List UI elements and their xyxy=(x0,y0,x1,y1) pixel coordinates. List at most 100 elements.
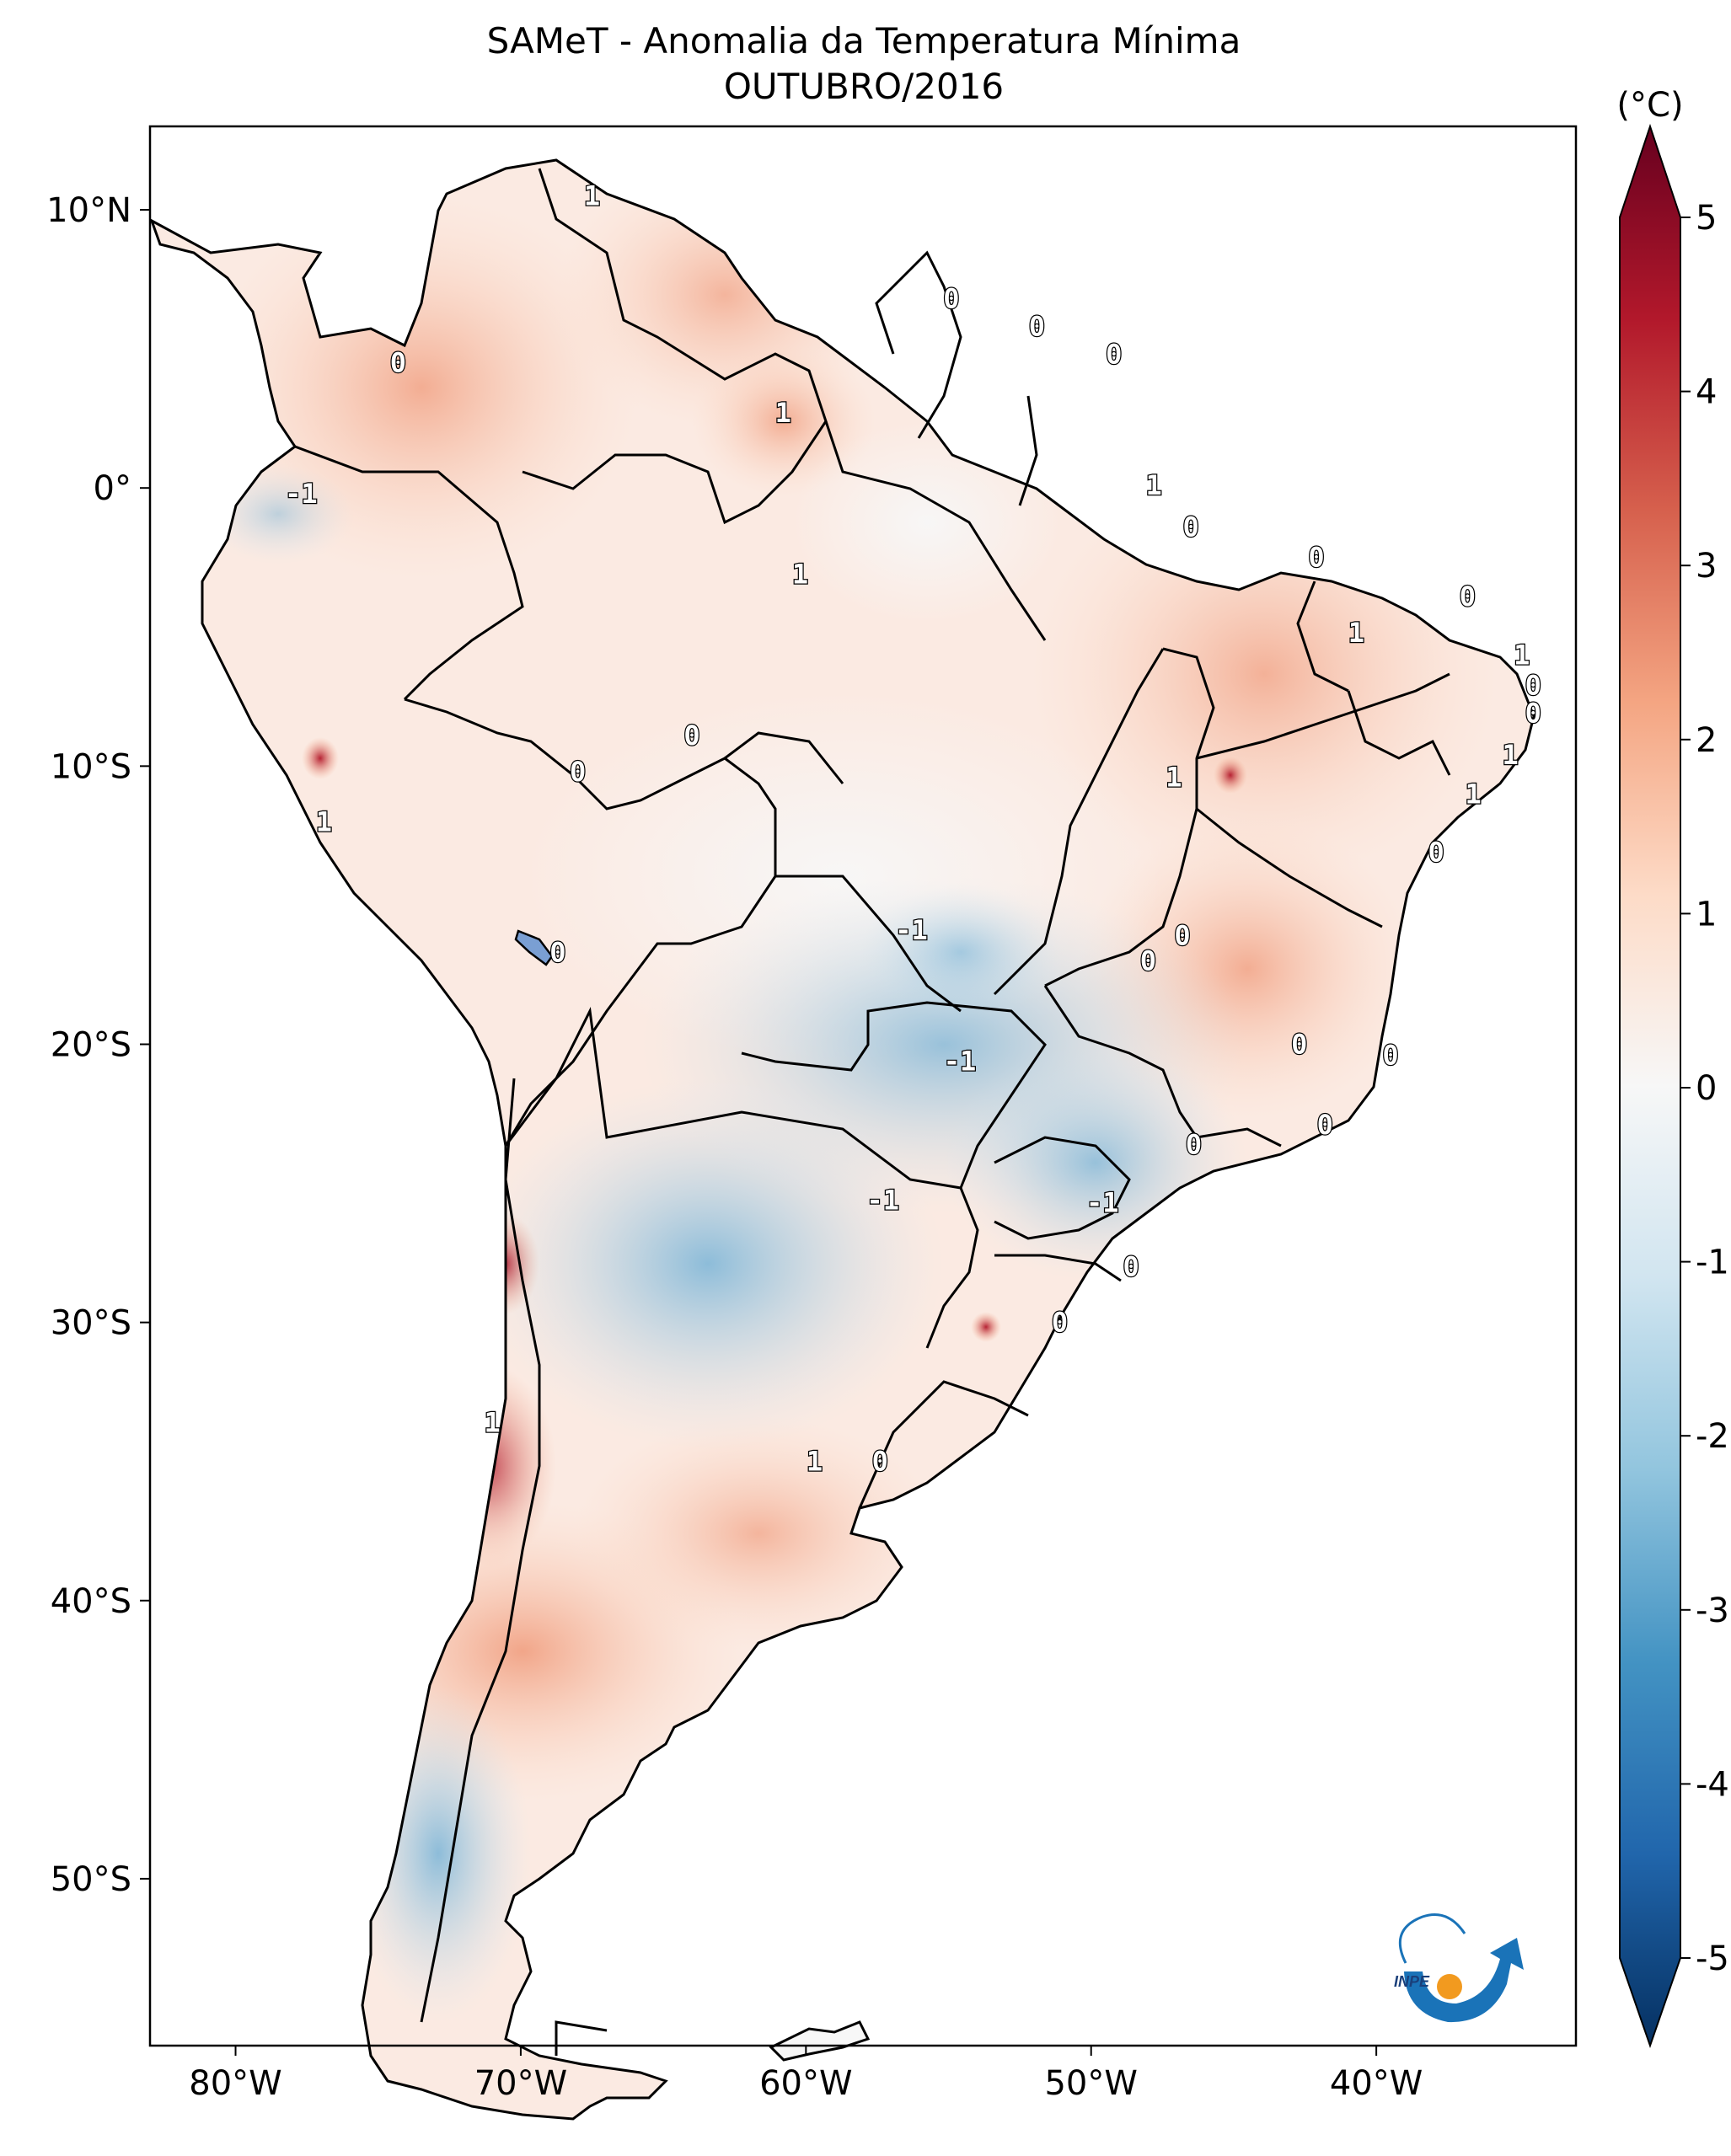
contour-label: 1 xyxy=(584,180,600,212)
y-axis: 10°N 0° 10°S 20°S 30°S 40°S 50°S xyxy=(46,191,150,1899)
contour-label: 1 xyxy=(1146,469,1162,501)
border-piaui-ceara xyxy=(1296,580,1349,693)
logo-swoosh xyxy=(1404,1938,1524,2023)
cool-anomaly-bolivia-east xyxy=(860,885,1062,1019)
contour-label: 0 xyxy=(1183,511,1199,543)
logo-text: INPE xyxy=(1394,1973,1430,1990)
border-chile-argentina xyxy=(420,1078,541,2023)
contour-label: 1 xyxy=(316,805,332,837)
contour-label: 1 xyxy=(807,1446,823,1478)
colorbar-ticks: 5 4 3 2 1 0 -1 -2 -3 -4 -5 xyxy=(1680,199,1729,1978)
border-colombia-south xyxy=(294,445,524,701)
hot-spot-rio-grande xyxy=(971,1312,1001,1342)
colorbar-tick-label: 3 xyxy=(1696,547,1717,586)
y-tick-label: 30°S xyxy=(51,1304,131,1343)
y-tick-label: 20°S xyxy=(51,1025,131,1064)
contour-label: 0 xyxy=(683,720,699,752)
x-tick-label: 70°W xyxy=(474,2064,567,2103)
warm-anomaly-pampas xyxy=(573,1415,944,1651)
lake-titicaca xyxy=(514,929,554,966)
border-acre xyxy=(724,731,844,784)
colorbar-tick-label: 0 xyxy=(1696,1069,1717,1108)
x-tick-label: 40°W xyxy=(1330,2064,1423,2103)
logo-sun-dot xyxy=(1437,1974,1462,1999)
border-parana xyxy=(994,1136,1131,1240)
contour-label: 0 xyxy=(1029,311,1045,343)
colorbar-tick-label: -3 xyxy=(1696,1592,1729,1630)
contour-label: 0 xyxy=(943,283,959,315)
colorbar-tick-label: 5 xyxy=(1696,199,1717,238)
hot-spot-bahia xyxy=(1214,757,1247,794)
colorbar-tick-label: -2 xyxy=(1696,1417,1729,1456)
hot-spot-peru xyxy=(302,737,339,779)
contour-label: 0 xyxy=(1291,1028,1307,1060)
border-uruguay xyxy=(858,1380,1029,1509)
border-guyana xyxy=(875,250,962,439)
colorbar: (°C) 5 4 3 2 1 0 -1 -2 -3 -4 -5 xyxy=(1616,86,1729,2049)
contour-label: -1 xyxy=(895,914,928,946)
colorbar-unit: (°C) xyxy=(1616,86,1683,125)
border-tocantins-east xyxy=(1044,647,1215,987)
y-tick-label: 40°S xyxy=(51,1582,131,1621)
contour-label: 0 xyxy=(1308,542,1324,574)
colorbar-tick-label: -1 xyxy=(1696,1244,1729,1282)
contour-label: 0 xyxy=(390,347,406,379)
contour-label: 0 xyxy=(1174,920,1190,952)
border-bolivia-brazil xyxy=(775,875,962,1013)
x-tick-label: 50°W xyxy=(1044,2064,1137,2103)
contour-label: 0 xyxy=(872,1446,888,1478)
contour-label: 1 xyxy=(792,559,808,591)
map-subtitle: OUTUBRO/2016 xyxy=(723,66,1005,107)
contour-label: -1 xyxy=(285,478,318,510)
contour-label: -1 xyxy=(866,1184,899,1216)
contour-label: 1 xyxy=(484,1406,500,1438)
colorbar-tick-label: 2 xyxy=(1696,721,1717,760)
contour-label: 0 xyxy=(1428,837,1444,869)
contour-label: 0 xyxy=(1140,944,1156,976)
contour-label: 1 xyxy=(1166,762,1182,794)
contour-label: 0 xyxy=(1186,1128,1202,1160)
border-suriname xyxy=(1018,395,1038,506)
y-tick-label: 10°S xyxy=(51,747,131,786)
colorbar-tick-label: -4 xyxy=(1696,1765,1729,1804)
colorbar-tick-label: -5 xyxy=(1696,1939,1729,1978)
border-peru-brazil-bolivia xyxy=(404,698,777,1147)
contour-label: 1 xyxy=(775,397,791,429)
border-tierra-del-fuego xyxy=(555,2020,608,2056)
border-amazonas-para xyxy=(824,420,1047,641)
contour-label: 0 xyxy=(1123,1251,1139,1283)
y-tick-label: 0° xyxy=(94,469,131,508)
contour-label: 1 xyxy=(1466,778,1482,810)
colorbar-tick-label: 1 xyxy=(1696,895,1717,934)
contour-label: 0 xyxy=(570,756,586,788)
contour-label: 1 xyxy=(1503,739,1519,771)
contour-label: 0 xyxy=(1052,1307,1068,1339)
border-piaui-bahia xyxy=(1196,672,1450,760)
contour-label: 0 xyxy=(1317,1109,1333,1141)
x-axis: 80°W 70°W 60°W 50°W 40°W xyxy=(189,2046,1423,2103)
coastline xyxy=(149,158,1535,2121)
border-pernambuco xyxy=(1347,690,1451,776)
contour-label: -1 xyxy=(944,1045,977,1077)
y-tick-label: 50°S xyxy=(51,1860,131,1899)
border-bahia-minas xyxy=(1196,807,1383,928)
map-title: SAMeT - Anomalia da Temperatura Mínima xyxy=(486,20,1241,62)
border-argentina-north xyxy=(504,1006,979,1349)
colorbar-tick-label: 4 xyxy=(1696,373,1717,412)
contour-label: 1 xyxy=(1348,617,1364,649)
contour-label: 0 xyxy=(1460,580,1476,613)
x-tick-label: 60°W xyxy=(759,2064,852,2103)
political-borders xyxy=(294,168,1451,2056)
contour-label: 0 xyxy=(1382,1040,1398,1072)
cool-anomaly-argentina-north xyxy=(472,1078,944,1449)
border-paraguay xyxy=(741,1001,1047,1189)
map-frame xyxy=(148,125,1578,2047)
contour-label: 1 xyxy=(1514,639,1530,671)
contour-label: 0 xyxy=(549,937,565,969)
colorbar-body xyxy=(1619,123,1681,2049)
contour-label: 0 xyxy=(1525,670,1541,702)
border-tocantins-west xyxy=(993,648,1165,996)
